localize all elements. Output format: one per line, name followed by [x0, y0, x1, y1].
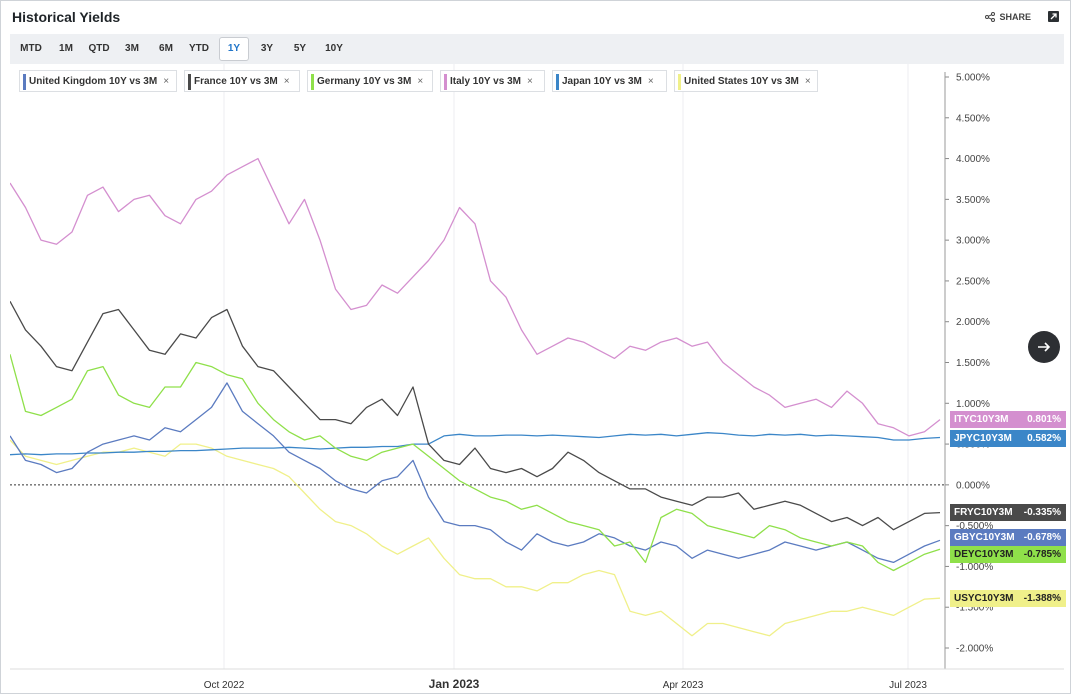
- series-line-italy: [9, 157, 941, 437]
- legend-label: Germany 10Y vs 3M: [317, 76, 412, 87]
- next-button[interactable]: [1028, 331, 1060, 363]
- legend-label: Japan 10Y vs 3M: [562, 76, 642, 87]
- legend-item[interactable]: United Kingdom 10Y vs 3M ×: [19, 70, 177, 92]
- close-icon[interactable]: ×: [804, 76, 811, 87]
- legend-label: United Kingdom 10Y vs 3M: [29, 76, 158, 87]
- series-code: JPYC10Y3M: [954, 433, 1012, 444]
- last-value-label: FRYC10Y3M -0.335%: [950, 504, 1066, 521]
- range-button-3m[interactable]: 3M: [125, 43, 139, 54]
- x-tick-label: Apr 2023: [663, 680, 704, 691]
- x-tick-label: Jul 2023: [889, 680, 927, 691]
- range-button-mtd[interactable]: MTD: [20, 43, 42, 54]
- range-button-3y[interactable]: 3Y: [260, 43, 274, 54]
- y-tick-label: 1.000%: [956, 399, 990, 410]
- y-tick-label: 5.000%: [956, 73, 990, 84]
- x-tick-label: Jan 2023: [429, 677, 480, 691]
- series-line-united: [9, 382, 941, 564]
- legend-swatch: [188, 74, 191, 90]
- line-chart: 5.000% 4.500% 4.000% 3.500% 3.000% 2.500% 2.00…: [9, 64, 1064, 691]
- range-button-1y[interactable]: 1Y: [219, 37, 249, 61]
- legend-item[interactable]: United States 10Y vs 3M ×: [674, 70, 818, 92]
- last-value-label: DEYC10Y3M -0.785%: [950, 546, 1066, 563]
- y-tick-label: 4.000%: [956, 154, 990, 165]
- series-code: ITYC10Y3M: [954, 414, 1009, 425]
- close-icon[interactable]: ×: [283, 76, 290, 87]
- close-icon[interactable]: ×: [647, 76, 654, 87]
- range-button-10y[interactable]: 10Y: [325, 43, 343, 54]
- series-line-germany: [9, 354, 941, 572]
- range-selector: MTD 1M QTD 3M 6M YTD 1Y 3Y 5Y 10Y: [10, 34, 1064, 64]
- series-code: DEYC10Y3M: [954, 549, 1014, 560]
- legend-swatch: [444, 74, 447, 90]
- y-tick-label: -0.500%: [956, 521, 993, 532]
- share-icon: [985, 12, 996, 22]
- range-button-ytd[interactable]: YTD: [189, 43, 209, 54]
- widget-header: Historical Yields SHARE: [0, 0, 1069, 34]
- y-tick-label: 2.500%: [956, 276, 990, 287]
- range-button-qtd[interactable]: QTD: [88, 43, 110, 54]
- y-tick-label: 1.500%: [956, 358, 990, 369]
- expand-button[interactable]: [1048, 11, 1059, 22]
- range-button-5y[interactable]: 5Y: [293, 43, 307, 54]
- series-last-value: -0.785%: [1023, 549, 1061, 560]
- series-line-united: [9, 439, 941, 637]
- expand-icon: [1050, 13, 1057, 20]
- legend-item[interactable]: Germany 10Y vs 3M ×: [307, 70, 433, 92]
- legend-swatch: [678, 74, 681, 90]
- y-tick-label: -2.000%: [956, 644, 993, 655]
- close-icon[interactable]: ×: [163, 76, 170, 87]
- series-line-france: [9, 300, 941, 531]
- plot-area: 5.000% 4.500% 4.000% 3.500% 3.000% 2.500% 2.00…: [9, 64, 1064, 692]
- range-button-6m[interactable]: 6M: [159, 43, 173, 54]
- y-tick-label: -1.500%: [956, 603, 993, 614]
- legend-item[interactable]: Italy 10Y vs 3M ×: [440, 70, 545, 92]
- y-tick-label: -1.000%: [956, 562, 993, 573]
- series-last-value: -1.388%: [1023, 593, 1061, 604]
- last-value-label: USYC10Y3M -1.388%: [950, 590, 1066, 607]
- legend-item[interactable]: Japan 10Y vs 3M ×: [552, 70, 667, 92]
- series-code: FRYC10Y3M: [954, 507, 1013, 518]
- legend-swatch: [311, 74, 314, 90]
- x-tick-label: Oct 2022: [204, 680, 245, 691]
- y-tick-label: 3.500%: [956, 195, 990, 206]
- y-tick-label: 2.000%: [956, 317, 990, 328]
- legend-swatch: [23, 74, 26, 90]
- share-label: SHARE: [999, 12, 1031, 22]
- legend-item[interactable]: France 10Y vs 3M ×: [184, 70, 300, 92]
- series-line-japan: [9, 432, 941, 456]
- last-value-label: ITYC10Y3M 0.801%: [950, 411, 1066, 428]
- close-icon[interactable]: ×: [526, 76, 533, 87]
- series-last-value: 0.801%: [1027, 414, 1061, 425]
- y-tick-label: 4.500%: [956, 113, 990, 124]
- series-code: USYC10Y3M: [954, 593, 1014, 604]
- y-tick-label: 3.000%: [956, 236, 990, 247]
- legend-label: United States 10Y vs 3M: [684, 76, 799, 87]
- series-last-value: -0.678%: [1023, 532, 1061, 543]
- range-button-1m[interactable]: 1M: [59, 43, 73, 54]
- y-tick-label: 0.000%: [956, 480, 990, 491]
- share-button[interactable]: SHARE: [985, 12, 1031, 22]
- arrow-right-icon: [1038, 342, 1051, 352]
- legend-swatch: [556, 74, 559, 90]
- series-last-value: 0.582%: [1027, 433, 1061, 444]
- last-value-label: JPYC10Y3M 0.582%: [950, 430, 1066, 447]
- last-value-label: GBYC10Y3M -0.678%: [950, 529, 1066, 546]
- legend-label: France 10Y vs 3M: [194, 76, 278, 87]
- series-last-value: -0.335%: [1023, 507, 1061, 518]
- series-code: GBYC10Y3M: [954, 532, 1015, 543]
- close-icon[interactable]: ×: [417, 76, 424, 87]
- widget-title: Historical Yields: [12, 9, 121, 25]
- legend-label: Italy 10Y vs 3M: [450, 76, 521, 87]
